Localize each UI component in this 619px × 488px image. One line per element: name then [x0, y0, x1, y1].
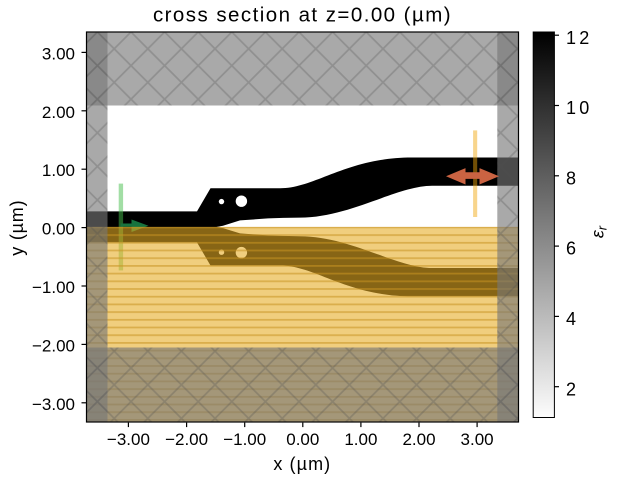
svg-text:y (µm): y (µm)	[7, 200, 27, 256]
svg-text:1.00: 1.00	[344, 430, 377, 449]
svg-text:x (µm): x (µm)	[273, 454, 331, 474]
svg-text:2.00: 2.00	[42, 103, 75, 122]
svg-text:0.00: 0.00	[286, 430, 319, 449]
svg-text:2.00: 2.00	[402, 430, 435, 449]
svg-text:εr: εr	[588, 225, 610, 238]
svg-text:3.00: 3.00	[461, 430, 494, 449]
svg-text:cross section at z=0.00 (µm): cross section at z=0.00 (µm)	[153, 4, 452, 27]
svg-text:−2.00: −2.00	[165, 430, 208, 449]
svg-text:8: 8	[566, 168, 579, 188]
svg-text:2: 2	[566, 379, 579, 399]
svg-text:−2.00: −2.00	[32, 336, 75, 355]
svg-text:6: 6	[566, 239, 579, 259]
svg-text:12: 12	[566, 28, 592, 48]
svg-text:−3.00: −3.00	[107, 430, 150, 449]
svg-text:3.00: 3.00	[42, 44, 75, 63]
svg-text:0.00: 0.00	[42, 220, 75, 239]
svg-text:10: 10	[566, 98, 592, 118]
svg-text:−3.00: −3.00	[32, 395, 75, 414]
svg-text:−1.00: −1.00	[223, 430, 266, 449]
svg-text:−1.00: −1.00	[32, 278, 75, 297]
svg-text:1.00: 1.00	[42, 161, 75, 180]
svg-text:4: 4	[566, 309, 579, 329]
